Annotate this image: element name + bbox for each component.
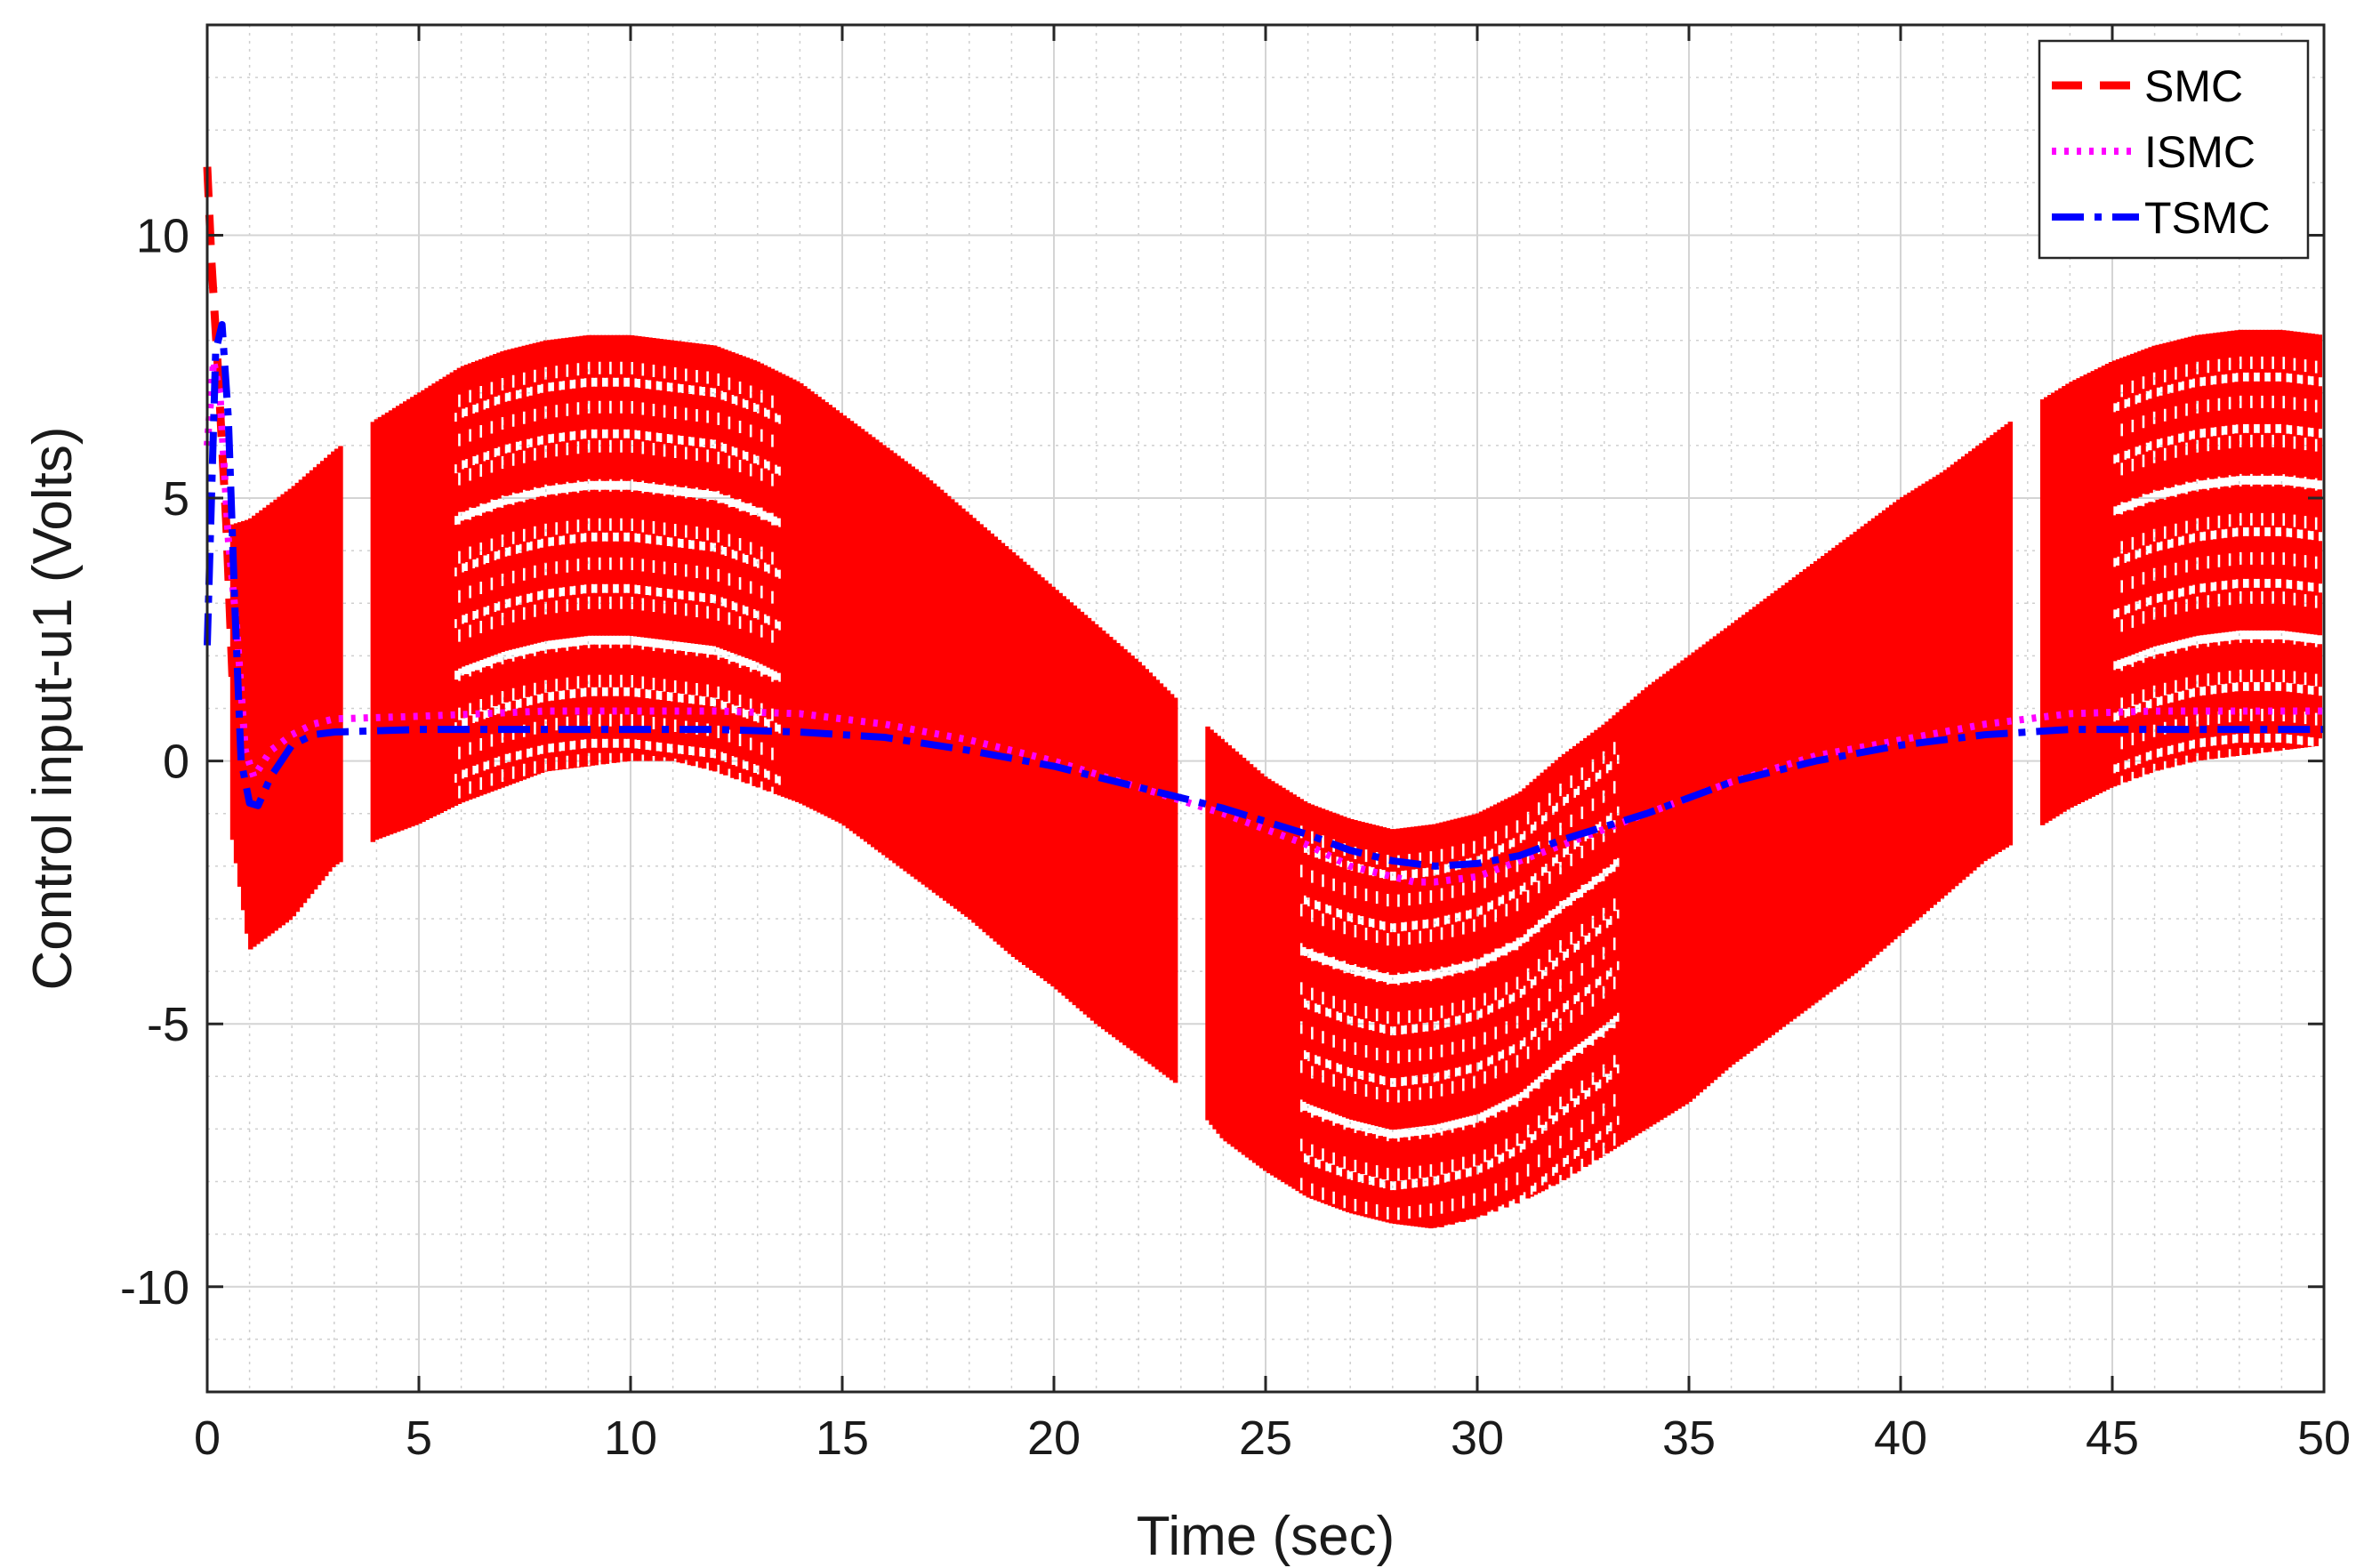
x-axis: 0 5 10 15 20 25 30 35 40 45 50 [194,25,2351,1465]
legend: SMC ISMC TSMC [2038,39,2310,260]
x-tick-label: 20 [1027,1411,1081,1465]
legend-label: ISMC [2144,127,2255,177]
y-tick-label: -10 [120,1261,189,1315]
y-tick-label: 10 [136,209,189,262]
legend-label: TSMC [2144,193,2271,243]
y-axis-label: Control input-u1 (Volts) [22,426,84,990]
x-tick-label: 30 [1451,1411,1504,1465]
smc-transient [203,166,237,683]
x-tick-label: 45 [2086,1411,2139,1465]
x-tick-label: 50 [2297,1411,2351,1465]
x-tick-label: 0 [194,1411,221,1465]
x-tick-label: 35 [1662,1411,1716,1465]
x-tick-label: 25 [1239,1411,1292,1465]
x-tick-label: 15 [816,1411,869,1465]
ismc-line [204,358,2324,886]
legend-box [2038,39,2310,260]
y-tick-label: 0 [163,736,189,789]
legend-label: SMC [2144,61,2243,111]
y-tick-label: 5 [163,472,189,526]
y-tick-label: -5 [147,998,189,1051]
tsmc-line [204,320,2324,870]
x-tick-label: 10 [604,1411,657,1465]
x-axis-label: Time (sec) [1137,1506,1395,1567]
y-axis: -10 -5 0 5 10 [120,209,2324,1315]
plot-area [203,166,2324,1229]
x-tick-label: 40 [1874,1411,1927,1465]
smc-series [203,166,2322,1229]
x-tick-label: 5 [406,1411,432,1465]
